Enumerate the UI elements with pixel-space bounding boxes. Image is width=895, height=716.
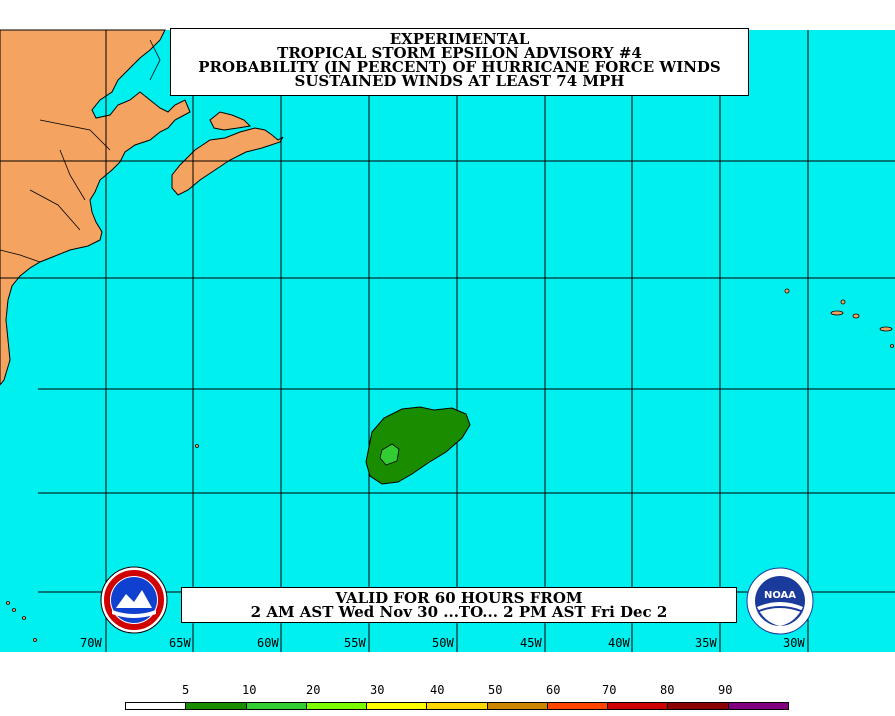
lon-label: 70W <box>80 636 102 650</box>
probability-area-10-percent <box>365 406 471 485</box>
legend-label: 50 <box>488 683 503 697</box>
legend-swatch <box>668 703 729 709</box>
lon-label: 65W <box>169 636 191 650</box>
lon-label: 50W <box>432 636 454 650</box>
legend-label: 5 <box>182 683 190 697</box>
lon-label: 40W <box>608 636 630 650</box>
legend-label: 40 <box>430 683 445 697</box>
lon-label: 45W <box>520 636 542 650</box>
title-line-4: SUSTAINED WINDS AT LEAST 74 MPH <box>294 72 625 90</box>
lon-label: 55W <box>344 636 366 650</box>
legend-swatch <box>186 703 247 709</box>
legend-swatch <box>608 703 669 709</box>
map-title-box: EXPERIMENTAL TROPICAL STORM EPSILON ADVI… <box>170 28 749 96</box>
legend-swatch <box>126 703 187 709</box>
lon-label: 60W <box>257 636 279 650</box>
title-line-1: EXPERIMENTAL <box>389 30 530 48</box>
valid-line-2: 2 AM AST Wed Nov 30 ...TO... 2 PM AST Fr… <box>250 603 668 621</box>
legend-swatch <box>427 703 488 709</box>
legend-swatch <box>728 703 788 709</box>
title-line-2: TROPICAL STORM EPSILON ADVISORY #4 <box>277 44 642 62</box>
noaa-logo-text: NOAA <box>764 590 796 601</box>
lon-label: 35W <box>695 636 717 650</box>
legend-label: 20 <box>306 683 321 697</box>
islands <box>6 288 894 642</box>
legend-label: 10 <box>242 683 257 697</box>
legend-label: 60 <box>546 683 561 697</box>
noaa-logo: NOAA <box>746 567 814 635</box>
map-canvas <box>0 29 895 652</box>
legend-swatch <box>487 703 548 709</box>
legend-swatch <box>367 703 428 709</box>
valid-period-box: VALID FOR 60 HOURS FROM 2 AM AST Wed Nov… <box>181 587 737 623</box>
nws-logo <box>100 566 168 634</box>
legend-label: 70 <box>602 683 617 697</box>
legend-swatch <box>246 703 307 709</box>
legend-label: 30 <box>370 683 385 697</box>
lon-label: 30W <box>783 636 805 650</box>
valid-line-1: VALID FOR 60 HOURS FROM <box>335 589 583 607</box>
legend-label: 80 <box>660 683 675 697</box>
legend-label: 90 <box>718 683 733 697</box>
legend-swatch <box>547 703 609 709</box>
title-line-3: PROBABILITY (IN PERCENT) OF HURRICANE FO… <box>198 58 721 76</box>
probability-area-20-percent <box>379 443 400 466</box>
legend-swatch <box>306 703 368 709</box>
legend-color-bar <box>125 702 789 710</box>
